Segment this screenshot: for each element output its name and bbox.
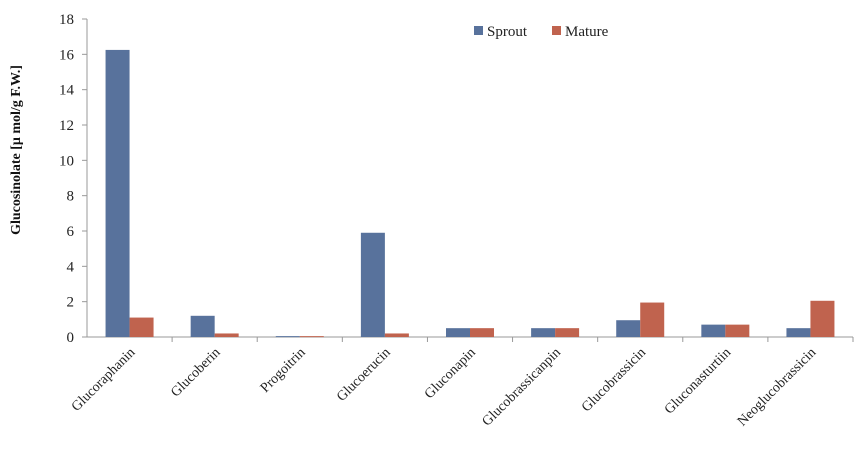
y-tick-label: 14 (59, 83, 75, 99)
x-category-label: Glucoerucin (334, 345, 394, 405)
bar-sprout-glucobrassicin (616, 320, 641, 337)
x-ticks: Glucoraphanin Glucoberin Progoitrin Glucoer… (69, 337, 854, 430)
bar-mature-gluconasturtiin (725, 324, 750, 337)
y-tick-label: 16 (59, 47, 75, 63)
bar-sprout-gluconapin (446, 328, 470, 337)
x-category-label: Gluconasturtiin (662, 345, 734, 417)
y-tick-label: 0 (67, 330, 75, 346)
bar-mature-glucoerucin (384, 333, 409, 337)
y-axis: 0 2 4 6 8 10 12 14 16 18 (59, 12, 88, 346)
y-tick-label: 6 (67, 224, 75, 240)
legend-swatch-sprout (474, 26, 483, 35)
y-tick-label: 4 (67, 259, 75, 275)
legend-swatch-mature (552, 26, 561, 35)
y-tick-label: 18 (59, 12, 74, 28)
bar-sprout-glucobrassicanpin (531, 328, 556, 337)
bar-sprout-neoglucobrassicin (786, 328, 811, 337)
x-category-label: Glucoberin (168, 345, 223, 400)
legend-label-sprout: Sprout (487, 24, 528, 40)
bar-sprout-glucoerucin (360, 232, 385, 337)
y-ticks: 0 2 4 6 8 10 12 14 16 18 (59, 12, 87, 346)
bar-mature-progoitrin (299, 336, 324, 338)
bar-mature-glucoberin (214, 333, 239, 337)
x-category-label: Glucobrassicin (579, 345, 649, 415)
bar-sprout-progoitrin (275, 336, 300, 338)
bar-mature-gluconapin (470, 328, 494, 337)
bar-sprout-glucoberin (190, 315, 215, 337)
y-tick-label: 10 (59, 153, 74, 169)
y-tick-label: 2 (67, 295, 75, 311)
bar-mature-glucobrassicanpin (555, 328, 580, 337)
legend-label-mature: Mature (565, 24, 609, 40)
bar-mature-glucoraphanin (129, 317, 154, 337)
x-category-label: Gluconapin (422, 345, 479, 402)
x-category-label: Glucobrassicanpin (480, 345, 564, 429)
y-tick-label: 8 (67, 189, 75, 205)
x-category-label: Neoglucobrassicin (735, 345, 819, 429)
legend: Sprout Mature (474, 24, 609, 40)
bar-mature-glucobrassicin (640, 302, 665, 337)
y-tick-label: 12 (59, 118, 74, 134)
bar-sprout-glucoraphanin (105, 49, 130, 338)
y-axis-label: Glucosinolate [μ mol/g F.W.] (9, 65, 24, 235)
x-category-label: Glucoraphanin (69, 345, 138, 414)
bars (105, 49, 835, 338)
x-category-label: Progoitrin (258, 345, 309, 396)
x-axis: Glucoraphanin Glucoberin Progoitrin Glucoer… (69, 336, 854, 430)
bar-mature-neoglucobrassicin (810, 300, 835, 337)
bar-sprout-gluconasturtiin (701, 324, 726, 337)
